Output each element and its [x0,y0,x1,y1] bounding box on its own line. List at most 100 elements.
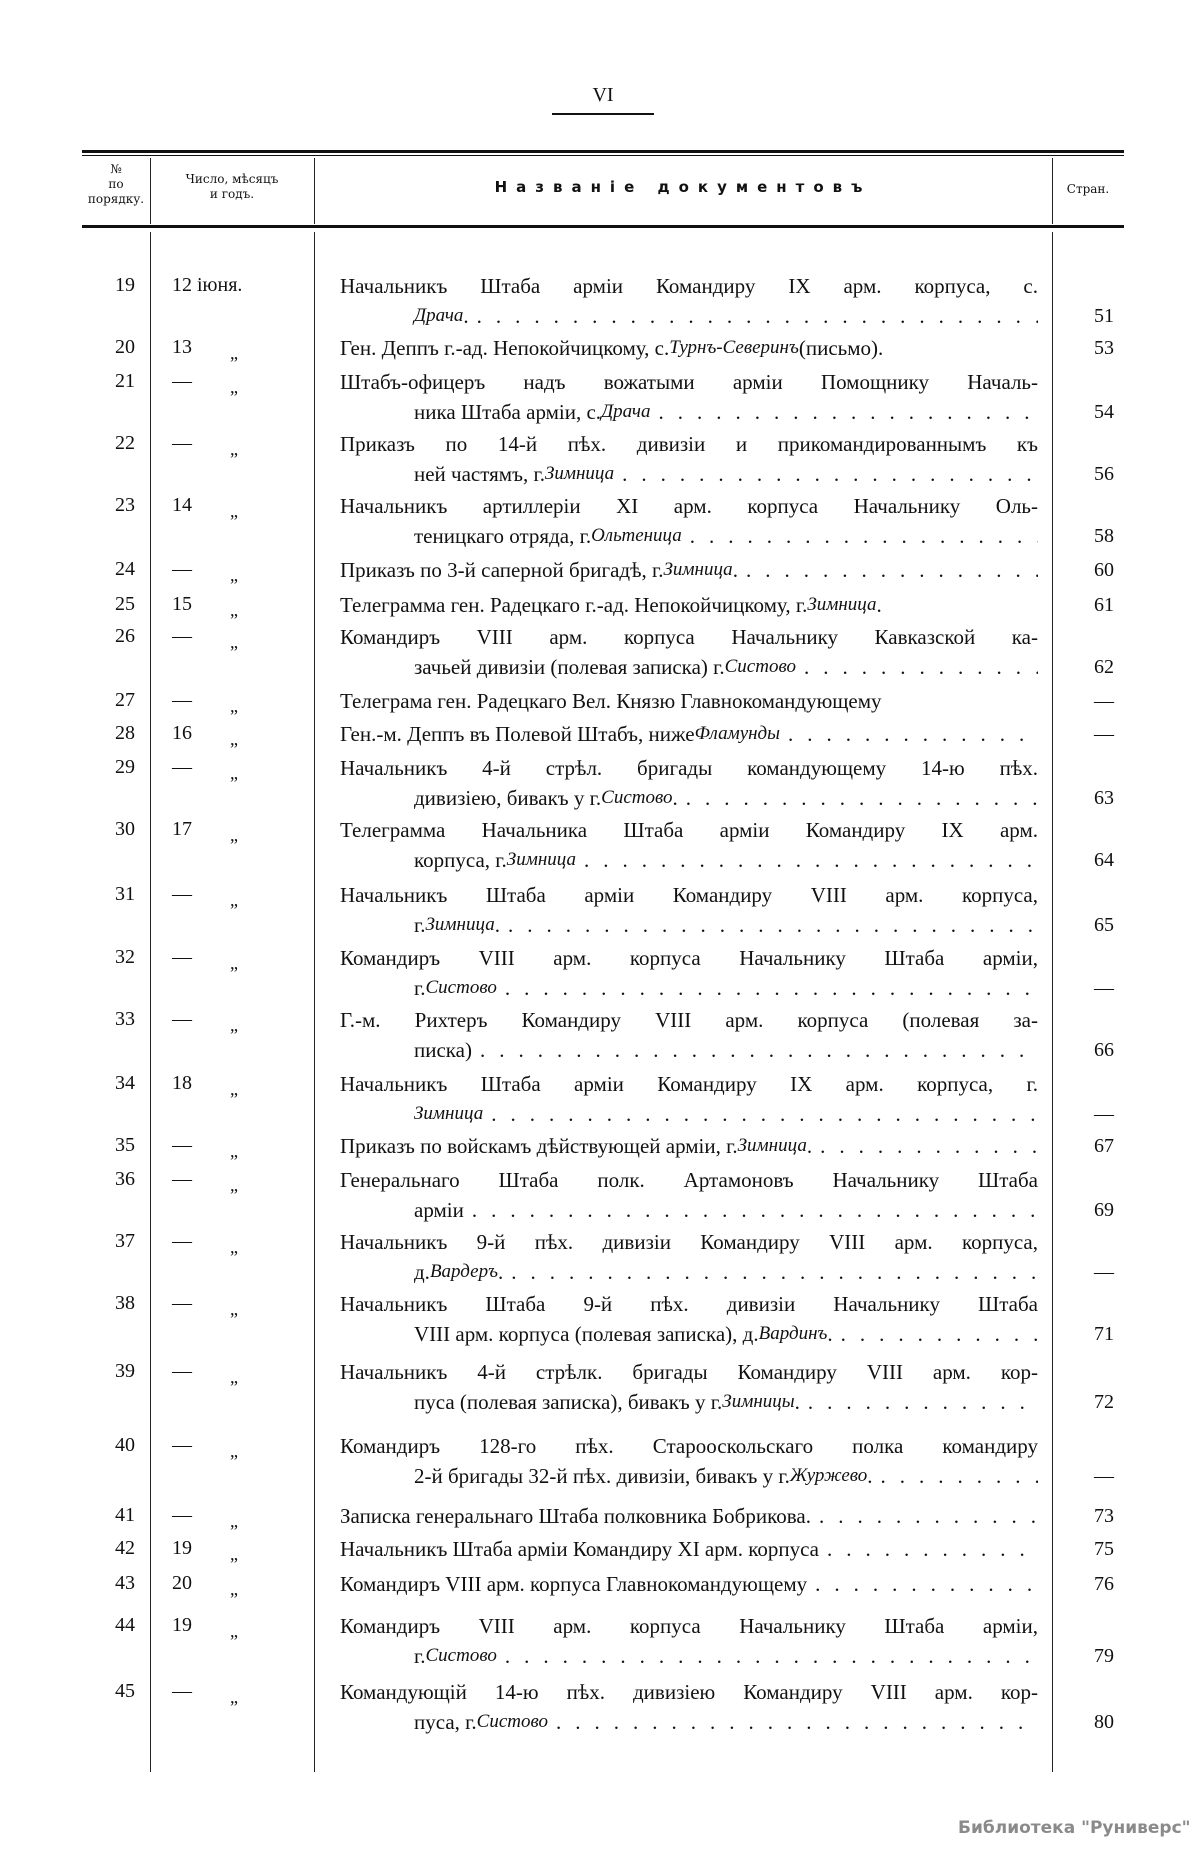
entry-title-last-line: VIII арм. корпуса (полевая записка), д. … [340,1319,1038,1349]
dot-leader: .................................... [840,1322,1038,1346]
entry-title-text: VIII арм. корпуса (полевая записка), д. [414,1322,759,1346]
dot-leader: .................................... [820,1134,1038,1158]
entry-title-text: корпуса, г. [414,848,507,872]
ditto-mark: „ [230,1237,238,1257]
entry-title: Начальникъ 4-й стрѣлк. бригады Командиру… [340,1357,1038,1417]
entry-title-line: Телеграмма Начальника Штаба арміи Команд… [340,818,1038,842]
entry-title: Начальникъ Штаба 9-й пѣх. дивизіи Началь… [340,1289,1038,1349]
entry-title-text: пуса, г. [414,1710,477,1734]
ditto-mark: „ [230,632,238,652]
entry-number: 37 [115,1230,135,1252]
entry-number: 38 [115,1292,135,1314]
entry-number: 29 [115,756,135,778]
entry-number: 36 [115,1168,135,1190]
entry-title: Ген.-м. Деппъ въ Полевой Штабъ, ниже Фла… [340,719,1038,749]
entry-page: 51 [1094,305,1114,327]
entry-page: 75 [1094,1538,1114,1560]
place-name: Драча [414,305,464,326]
entry-date: 16 [172,722,192,744]
ditto-mark: „ [230,729,238,749]
dot-leader: .................................... [880,1464,1038,1488]
entry-title-text: пуса (полевая записка), бивакъ у г. [414,1390,723,1414]
entry-title-line: Штабъ-офицеръ надъ вожатыми арміи Помощн… [340,370,1038,394]
entry-number: 42 [115,1537,135,1559]
entry-title-last-line: г. Зимница..............................… [340,910,1038,940]
entry-title-line: Начальникъ Штаба арміи Командиру IX арм.… [340,274,1038,298]
entry-title: Начальникъ Штаба арміи Командиру XI арм.… [340,1534,1038,1564]
place-name: Систово [425,1645,497,1666]
entry-date: — [172,946,192,968]
entry-title-line: Приказъ по 14-й пѣх. дивизіи и прикоманд… [340,432,1038,456]
ditto-mark: „ [230,1544,238,1564]
entry-page: — [1094,1465,1114,1487]
page-number-rule [552,113,654,115]
place-name: Зимница [737,1135,807,1156]
entry-title: Телеграмма Начальника Штаба арміи Команд… [340,815,1038,875]
entry-page: 64 [1094,849,1114,871]
ditto-mark: „ [230,1621,238,1641]
header-col-number: № по порядку. [87,162,145,206]
entry-title-last-line: Командиръ VIII арм. корпуса Главнокоманд… [340,1569,1038,1599]
ditto-mark: „ [230,1015,238,1035]
entry-page: — [1094,1103,1114,1125]
entry-title-last-line: г. Систово..............................… [340,1641,1038,1671]
entry-number: 45 [115,1680,135,1702]
entry-title-last-line: Драча...................................… [340,301,1038,331]
entry-title-last-line: Телеграма ген. Радецкаго Вел. Князю Глав… [340,686,1038,716]
entry-number: 28 [115,722,135,744]
entry-number: 30 [115,818,135,840]
entry-title-text: ника Штаба арміи, с. [414,400,602,424]
dot-leader [883,333,1038,363]
entry-date: 20 [172,1572,192,1594]
entry-title-line: Командиръ 128-го пѣх. Старооскольскаго п… [340,1434,1038,1458]
entry-page: 67 [1094,1135,1114,1157]
entry-title-text: теницкаго отряда, г. [414,524,592,548]
entry-date: 17 [172,818,192,840]
entry-title-line: Командующій 14-ю пѣх. дивизіею Командиру… [340,1680,1038,1704]
entry-date: 15 [172,593,192,615]
entry-title-last-line: пуса (полевая записка), бивакъ у г. Зимн… [340,1387,1038,1417]
ditto-mark: „ [230,1511,238,1531]
entry-number: 39 [115,1360,135,1382]
entry-page: 56 [1094,463,1114,485]
entry-date: — [172,689,192,711]
entry-title: Командиръ VIII арм. корпуса Начальнику К… [340,622,1038,682]
ditto-mark: „ [230,1079,238,1099]
place-name: Зимница [544,463,615,484]
entry-date: 19 [172,1614,192,1636]
entry-title-text: Телеграма ген. Радецкаго Вел. Князю Глав… [340,689,882,713]
entry-title-line: Начальникъ 4-й стрѣлк. бригады Командиру… [340,1360,1038,1384]
entry-title-last-line: Зимница.................................… [340,1099,1038,1129]
entry-title-last-line: Приказъ по войскамъ дѣйствующей арміи, г… [340,1131,1038,1161]
ditto-mark: „ [230,890,238,910]
dot-leader [882,590,1038,620]
entry-title-last-line: Телеграмма ген. Радецкаго г.-ад. Непокой… [340,590,1038,620]
place-name: Зимница [414,1103,484,1124]
entry-title-last-line: писка)..................................… [340,1035,1038,1065]
entry-number: 35 [115,1134,135,1156]
place-name: Систово [425,977,497,998]
entry-page: — [1094,690,1114,712]
header-col-title: Названіе документовъ [494,178,872,196]
header-bottom-rule [82,225,1124,228]
entry-title: Начальникъ Штаба арміи Командиру IX арм.… [340,1069,1038,1129]
entry-title: Начальникъ 4-й стрѣл. бригады командующе… [340,753,1038,813]
entry-title: Ген. Деппъ г.-ад. Непокойчицкому, с. Тур… [340,333,1038,363]
entry-title: Командиръ VIII арм. корпуса Главнокоманд… [340,1569,1038,1599]
entry-title-suffix: . [672,786,678,810]
ditto-mark: „ [230,763,238,783]
ditto-mark: „ [230,696,238,716]
entry-title-text: Ген.-м. Деппъ въ Полевой Штабъ, ниже [340,722,695,746]
entry-title-last-line: арміи...................................… [340,1195,1038,1225]
entry-title-last-line: Начальникъ Штаба арміи Командиру XI арм.… [340,1534,1038,1564]
entry-page: 79 [1094,1645,1114,1667]
table-top-rule [82,150,1124,153]
entry-page: 54 [1094,401,1114,423]
entry-title-last-line: д. Вардеръ..............................… [340,1257,1038,1287]
entry-title-suffix: . [463,304,469,328]
place-name: Зимница [425,914,495,935]
entry-title-suffix: . [827,1322,833,1346]
ditto-mark: „ [230,953,238,973]
place-name: Вардеръ [429,1261,498,1282]
entry-title-text: Записка генеральнаго Штаба полковника Бо… [340,1504,811,1528]
